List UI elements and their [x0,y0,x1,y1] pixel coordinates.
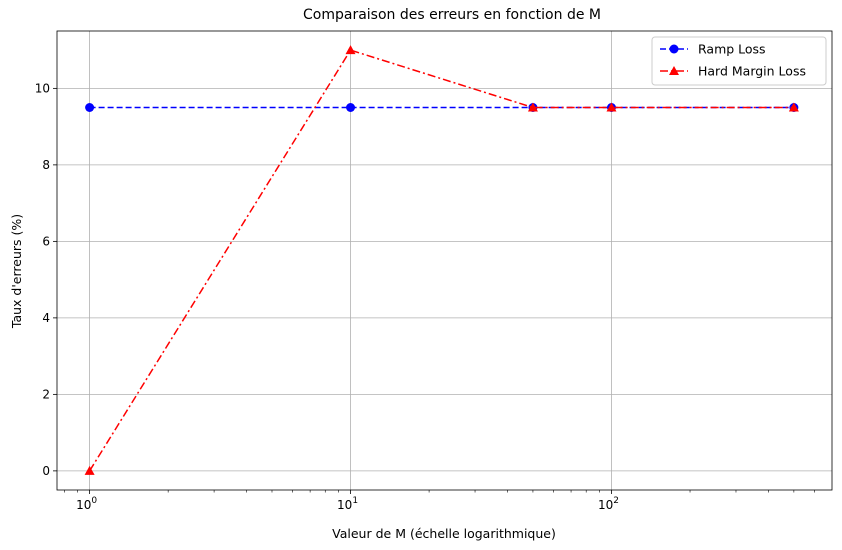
x-axis-ticks: 100 101 102 [76,490,619,512]
y-axis-label: Taux d'erreurs (%) [9,214,24,329]
x-tick-label: 101 [337,496,358,512]
data-point-hard-margin-loss [788,102,799,112]
data-point-hard-margin-loss [84,465,95,475]
legend-item-ramp-loss: Ramp Loss [660,42,766,57]
y-tick-label: 0 [42,464,50,478]
y-tick-label: 4 [42,311,50,325]
y-tick-label: 10 [35,81,50,95]
y-tick-label: 6 [42,234,50,248]
data-point-hard-margin-loss [527,102,538,112]
data-point-hard-margin-loss [345,45,356,55]
legend-box [651,36,827,86]
legend-label: Ramp Loss [698,42,766,57]
legend: Ramp Loss Hard Margin Loss [651,36,827,86]
y-tick-label: 2 [42,387,50,401]
legend-marker [669,44,679,54]
chart-title: Comparaison des erreurs en fonction de M [303,7,601,23]
y-tick-label: 8 [42,158,50,172]
plot-frame [56,30,833,491]
x-axis-label: Valeur de M (échelle logarithmique) [332,526,556,541]
series-layer [84,45,799,475]
data-point-hard-margin-loss [606,102,617,112]
data-point-ramp-loss [346,103,356,112]
series-hard-margin-loss [84,45,799,475]
x-tick-label: 102 [598,496,619,512]
y-axis-ticks: 0 2 4 6 8 10 [35,81,57,478]
x-tick-label: 100 [76,496,97,512]
data-point-ramp-loss [85,103,95,112]
legend-item-hard-margin-loss: Hard Margin Loss [660,64,806,79]
x-minor-ticks [64,490,815,493]
legend-label: Hard Margin Loss [698,64,806,79]
legend-marker [669,66,679,75]
